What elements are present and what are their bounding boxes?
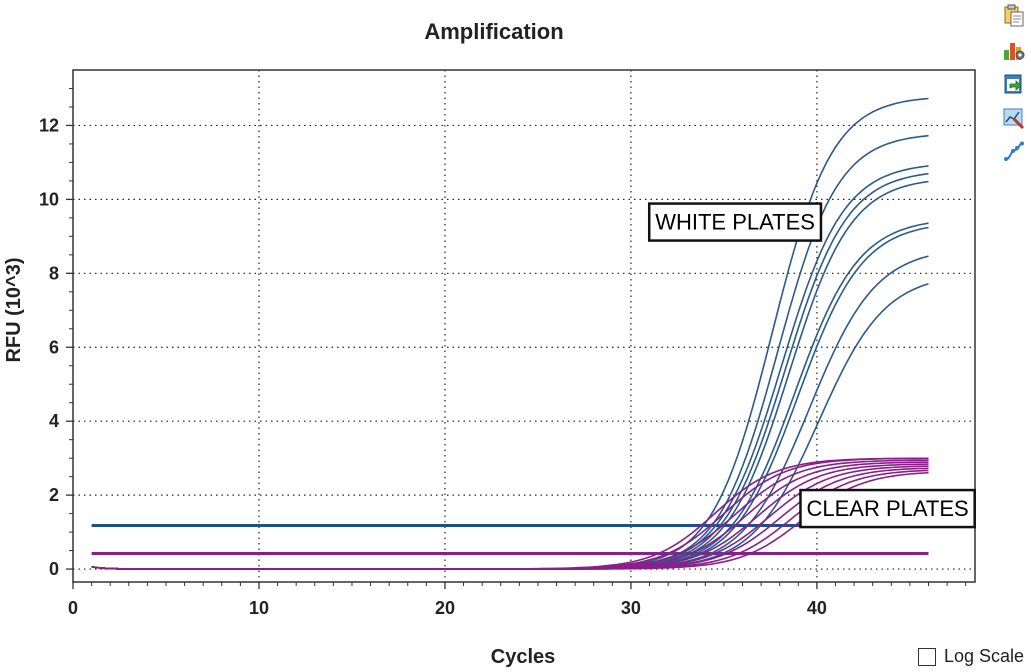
chart-toolbar: [1001, 4, 1027, 164]
y-tick-label: 12: [39, 115, 59, 135]
y-axis-label: RFU (10^3): [3, 257, 25, 362]
annotation-box-2: [799, 488, 976, 529]
y-tick-label: 0: [49, 559, 59, 579]
clear-plate-curve-9[interactable]: [91, 471, 929, 570]
zoom-icon[interactable]: [1002, 106, 1026, 130]
export-icon[interactable]: [1002, 72, 1026, 96]
x-tick-label: 0: [68, 598, 78, 618]
plot-frame: [72, 69, 976, 583]
chart-settings-icon[interactable]: [1002, 38, 1026, 62]
log-scale-toggle[interactable]: Log Scale: [918, 646, 1024, 667]
curve-fit-icon[interactable]: [1002, 140, 1026, 164]
annotation-box-1: [647, 202, 823, 242]
x-tick-label: 20: [435, 598, 455, 618]
y-tick-label: 4: [49, 411, 59, 431]
x-axis-label: Cycles: [491, 646, 556, 668]
y-tick-label: 8: [49, 263, 59, 283]
y-tick-label: 10: [39, 189, 59, 209]
log-scale-label: Log Scale: [944, 646, 1025, 666]
x-tick-label: 40: [807, 598, 827, 618]
x-tick-label: 30: [621, 598, 641, 618]
annotation-label-2: CLEAR PLATES: [806, 496, 968, 521]
x-tick-label: 10: [249, 598, 269, 618]
chart-title: Amplification: [424, 19, 563, 44]
copy-icon[interactable]: [1002, 4, 1026, 28]
y-tick-label: 6: [49, 337, 59, 357]
annotation-label-1: WHITE PLATES: [655, 210, 815, 235]
y-tick-label: 2: [49, 485, 59, 505]
log-scale-checkbox[interactable]: [918, 647, 936, 666]
